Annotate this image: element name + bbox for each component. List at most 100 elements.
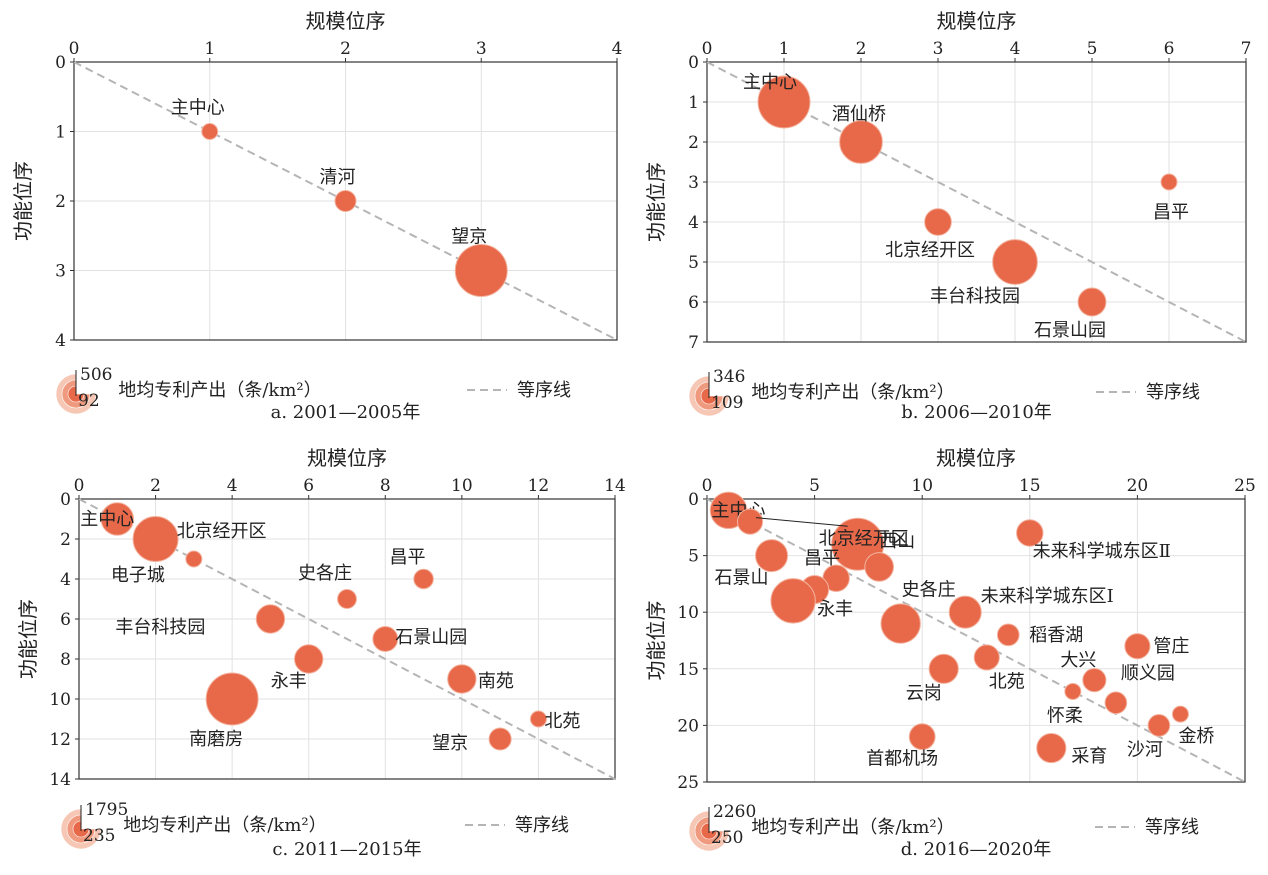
y-tick-label: 10 xyxy=(677,603,699,623)
plot-frame xyxy=(706,61,1247,343)
x-tick-label: 20 xyxy=(1127,476,1149,496)
plot-frame xyxy=(78,498,616,780)
chart-panel-d: 0 5 10 15 20 250510152025规模位序功能位序主中心北京经开区石景山西… xyxy=(644,446,1256,860)
point-label: 大兴 xyxy=(1060,650,1096,671)
bubble-point xyxy=(1036,732,1067,764)
bubble-point xyxy=(413,568,434,590)
bubble-point xyxy=(770,578,816,624)
point-label: 主中心 xyxy=(80,509,134,530)
line-legend-label: 等序线 xyxy=(517,380,571,401)
point-label: 昌平 xyxy=(1153,202,1189,223)
point-label: 主中心 xyxy=(743,72,797,93)
y-tick-label: 2 xyxy=(60,530,71,550)
x-tick-label: 10 xyxy=(911,476,933,496)
point-label: 丰台科技园 xyxy=(115,617,205,638)
bubble-point xyxy=(372,626,399,652)
x-tick-label: 25 xyxy=(1234,476,1256,496)
x-tick-label: 2 xyxy=(340,39,351,59)
x-tick-label: 6 xyxy=(1164,39,1175,59)
y-tick-label: 5 xyxy=(688,253,699,273)
point-label: 采育 xyxy=(1071,746,1107,767)
bubble-point xyxy=(736,508,764,535)
point-label: 望京 xyxy=(432,733,468,754)
y-axis-title: 功能位序 xyxy=(11,161,35,241)
size-legend-max: 346 xyxy=(713,367,745,387)
x-tick-label: 12 xyxy=(528,476,550,496)
point-label: 永丰 xyxy=(817,599,853,620)
bubble-point xyxy=(948,595,982,629)
point-label: 石景山园 xyxy=(395,627,467,648)
point-label: 史各庄 xyxy=(298,563,352,584)
point-label: 望京 xyxy=(451,227,487,248)
point-label: 清河 xyxy=(320,167,356,188)
bubble-point xyxy=(757,75,811,129)
bubble-point xyxy=(1104,691,1128,715)
point-label: 首都机场 xyxy=(866,749,938,770)
point-label: 北京经开区 xyxy=(885,240,975,261)
point-label: 昌平 xyxy=(390,547,426,568)
point-label: 稻香湖 xyxy=(1029,625,1083,646)
y-tick-label: 4 xyxy=(60,570,71,590)
bubble-point xyxy=(529,710,547,728)
point-label: 金桥 xyxy=(1178,726,1214,747)
line-legend-label: 等序线 xyxy=(1146,382,1200,403)
x-tick-label: 0 xyxy=(702,39,713,59)
bubble-point xyxy=(1064,682,1082,700)
point-label: 西山 xyxy=(879,531,915,552)
x-tick-label: 3 xyxy=(933,39,944,59)
bubble-point xyxy=(337,589,357,609)
size-legend-title: 地均专利产出（条/km²） xyxy=(751,382,954,403)
bubble-point xyxy=(928,653,959,684)
bubble-point xyxy=(1171,705,1189,723)
y-tick-label: 12 xyxy=(49,730,71,750)
size-legend-min: 235 xyxy=(83,826,115,846)
point-label: 昌平 xyxy=(804,548,840,569)
point-label: 丰台科技园 xyxy=(930,286,1020,307)
y-axis-title: 功能位序 xyxy=(644,601,668,681)
y-tick-label: 3 xyxy=(55,262,66,282)
plot-frame xyxy=(706,498,1246,783)
x-axis-title: 规模位序 xyxy=(937,9,1017,33)
x-tick-label: 0 xyxy=(74,476,85,496)
bubble-point xyxy=(1124,633,1151,660)
x-tick-label: 10 xyxy=(451,476,473,496)
point-label: 管庄 xyxy=(1153,636,1189,657)
bubble-point xyxy=(1016,519,1044,547)
bubble-point xyxy=(1147,714,1171,737)
point-label: 沙河 xyxy=(1127,739,1163,760)
point-label: 酒仙桥 xyxy=(832,104,886,125)
y-tick-label: 0 xyxy=(55,53,66,73)
bubble-point xyxy=(185,550,203,568)
y-tick-label: 6 xyxy=(60,610,71,630)
bubble-point xyxy=(839,120,883,164)
point-label: 主中心 xyxy=(171,98,225,119)
x-tick-label: 15 xyxy=(1019,476,1041,496)
size-legend-title: 地均专利产出（条/km²） xyxy=(751,817,954,838)
x-tick-label: 4 xyxy=(612,39,623,59)
bubble-point xyxy=(447,664,477,694)
point-label: 北苑 xyxy=(989,671,1025,692)
x-tick-label: 6 xyxy=(303,476,314,496)
x-tick-label: 14 xyxy=(604,476,626,496)
y-tick-label: 2 xyxy=(55,192,66,212)
y-tick-label: 0 xyxy=(60,490,71,510)
y-tick-label: 25 xyxy=(677,773,699,793)
panel-caption: d. 2016—2020年 xyxy=(901,839,1052,860)
point-label: 顺义园 xyxy=(1121,663,1175,684)
x-tick-label: 3 xyxy=(476,39,487,59)
bubble-point xyxy=(864,552,895,582)
bubble-point xyxy=(973,644,1000,671)
y-tick-label: 0 xyxy=(688,490,699,510)
x-tick-label: 7 xyxy=(1241,39,1252,59)
bubble-point xyxy=(255,604,286,634)
equal-rank-line xyxy=(706,498,1246,783)
x-tick-label: 1 xyxy=(779,39,790,59)
point-label: 石景山 xyxy=(715,568,769,589)
y-tick-label: 20 xyxy=(677,716,699,736)
y-tick-label: 2 xyxy=(688,133,699,153)
size-legend-min: 109 xyxy=(711,393,743,413)
bubble-point xyxy=(294,644,324,674)
x-tick-label: 2 xyxy=(856,39,867,59)
bubble-point xyxy=(992,239,1038,285)
point-label: 北苑 xyxy=(544,711,580,732)
